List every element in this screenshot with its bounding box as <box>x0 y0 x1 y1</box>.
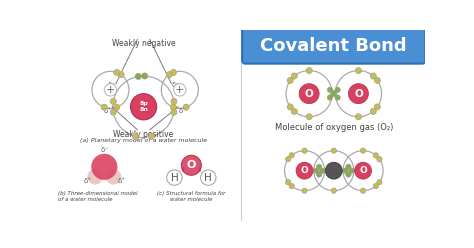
Circle shape <box>135 73 141 80</box>
Circle shape <box>114 69 120 76</box>
Text: O: O <box>359 166 367 175</box>
Circle shape <box>171 98 177 104</box>
Circle shape <box>331 148 337 153</box>
Text: +: + <box>175 85 184 95</box>
Circle shape <box>356 67 362 74</box>
Circle shape <box>287 104 293 110</box>
Circle shape <box>319 168 325 173</box>
Text: δ⁺: δ⁺ <box>83 178 91 184</box>
Text: Covalent Bond: Covalent Bond <box>261 37 407 55</box>
Circle shape <box>377 180 382 185</box>
Circle shape <box>173 84 186 96</box>
Text: O: O <box>354 89 363 99</box>
Text: δ⁺: δ⁺ <box>103 108 111 114</box>
Circle shape <box>306 67 312 74</box>
Circle shape <box>356 114 362 120</box>
Circle shape <box>142 73 148 79</box>
Circle shape <box>289 153 294 158</box>
Text: Weakly positive: Weakly positive <box>113 130 173 139</box>
Circle shape <box>335 95 340 100</box>
Circle shape <box>327 95 333 100</box>
Circle shape <box>285 156 291 162</box>
Text: δ⁺: δ⁺ <box>179 108 187 114</box>
Circle shape <box>325 162 342 179</box>
Text: (a) Planetary model of a water molecule: (a) Planetary model of a water molecule <box>80 138 207 143</box>
Circle shape <box>110 109 116 115</box>
Circle shape <box>355 162 372 179</box>
Circle shape <box>377 156 382 162</box>
Text: δ⁻: δ⁻ <box>108 82 116 88</box>
Circle shape <box>114 104 120 110</box>
Circle shape <box>370 73 376 79</box>
Circle shape <box>317 172 322 177</box>
Circle shape <box>374 104 381 110</box>
Circle shape <box>302 148 307 153</box>
Circle shape <box>370 108 376 114</box>
Text: O: O <box>301 166 309 175</box>
Text: O: O <box>187 160 196 170</box>
Circle shape <box>374 77 381 84</box>
Circle shape <box>317 164 322 170</box>
Circle shape <box>87 169 103 185</box>
Circle shape <box>106 169 121 185</box>
Circle shape <box>373 183 379 189</box>
Circle shape <box>148 133 155 140</box>
Circle shape <box>299 84 319 104</box>
Text: Molecule of oxygen gas (O₂): Molecule of oxygen gas (O₂) <box>274 123 393 132</box>
Text: (b) Three-dimensional model
of a water molecule: (b) Three-dimensional model of a water m… <box>58 191 138 202</box>
Circle shape <box>296 162 313 179</box>
Circle shape <box>101 104 107 110</box>
Circle shape <box>343 168 348 173</box>
Circle shape <box>306 114 312 120</box>
Circle shape <box>346 164 351 170</box>
Text: H: H <box>171 173 178 183</box>
Circle shape <box>171 109 177 115</box>
Circle shape <box>349 168 354 173</box>
Circle shape <box>170 69 176 76</box>
FancyBboxPatch shape <box>242 28 425 64</box>
Circle shape <box>348 84 368 104</box>
Circle shape <box>110 98 116 104</box>
Circle shape <box>285 180 291 185</box>
Text: O: O <box>305 89 313 99</box>
Circle shape <box>201 170 216 185</box>
Text: 8p: 8p <box>139 101 148 106</box>
Circle shape <box>373 153 379 158</box>
Circle shape <box>313 168 319 173</box>
Circle shape <box>170 104 176 110</box>
Circle shape <box>289 183 294 189</box>
Circle shape <box>104 84 117 96</box>
Circle shape <box>346 172 351 177</box>
Circle shape <box>360 188 366 193</box>
Circle shape <box>118 72 124 78</box>
Circle shape <box>130 94 157 120</box>
Circle shape <box>335 87 340 93</box>
Circle shape <box>302 188 307 193</box>
Text: (c) Structural formula for
water molecule: (c) Structural formula for water molecul… <box>157 191 226 202</box>
Circle shape <box>166 72 172 78</box>
Circle shape <box>360 148 366 153</box>
Circle shape <box>183 104 189 110</box>
Circle shape <box>287 77 293 84</box>
Circle shape <box>91 154 118 180</box>
Text: δ⁻: δ⁻ <box>100 147 109 153</box>
Circle shape <box>182 155 201 175</box>
Circle shape <box>331 188 337 193</box>
Circle shape <box>291 108 297 114</box>
Text: 8n: 8n <box>139 107 148 112</box>
Circle shape <box>291 73 297 79</box>
Text: Weakly negative: Weakly negative <box>112 39 175 48</box>
Circle shape <box>327 87 333 93</box>
Text: δ⁺: δ⁺ <box>117 178 125 184</box>
Circle shape <box>133 133 139 140</box>
Text: δ⁻: δ⁻ <box>171 82 179 88</box>
Circle shape <box>167 170 182 185</box>
Circle shape <box>331 91 337 97</box>
Text: +: + <box>106 85 115 95</box>
Text: H: H <box>204 173 212 183</box>
